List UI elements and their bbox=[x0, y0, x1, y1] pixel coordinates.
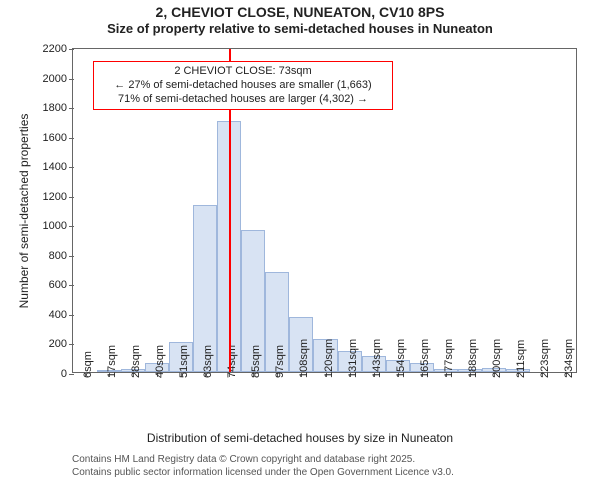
x-tick: 234sqm bbox=[563, 339, 575, 378]
y-tick: 1600 bbox=[43, 132, 73, 144]
y-tick: 2200 bbox=[43, 43, 73, 55]
y-tick: 400 bbox=[49, 309, 73, 321]
y-tick: 800 bbox=[49, 250, 73, 262]
x-tick: 40sqm bbox=[154, 345, 166, 378]
y-tick: 600 bbox=[49, 279, 73, 291]
x-tick: 131sqm bbox=[347, 339, 359, 378]
y-tick: 2000 bbox=[43, 73, 73, 85]
x-tick: 200sqm bbox=[491, 339, 503, 378]
x-tick: 120sqm bbox=[323, 339, 335, 378]
chart-footer: Contains HM Land Registry data © Crown c… bbox=[72, 453, 577, 479]
y-tick: 1000 bbox=[43, 220, 73, 232]
y-tick: 1400 bbox=[43, 161, 73, 173]
x-tick: 223sqm bbox=[539, 339, 551, 378]
callout-line: 71% of semi-detached houses are larger (… bbox=[100, 93, 386, 107]
x-tick: 6sqm bbox=[82, 351, 94, 378]
x-tick: 97sqm bbox=[274, 345, 286, 378]
y-tick: 1200 bbox=[43, 191, 73, 203]
x-tick: 188sqm bbox=[467, 339, 479, 378]
x-axis-label: Distribution of semi-detached houses by … bbox=[0, 431, 600, 445]
callout-box: 2 CHEVIOT CLOSE: 73sqm← 27% of semi-deta… bbox=[93, 61, 393, 110]
x-tick: 177sqm bbox=[443, 339, 455, 378]
plot-area: 0200400600800100012001400160018002000220… bbox=[72, 48, 577, 373]
callout-line: 2 CHEVIOT CLOSE: 73sqm bbox=[100, 65, 386, 79]
y-axis-label: Number of semi-detached properties bbox=[17, 113, 31, 308]
y-tick: 200 bbox=[49, 338, 73, 350]
x-tick: 165sqm bbox=[419, 339, 431, 378]
x-tick: 143sqm bbox=[371, 339, 383, 378]
x-tick: 51sqm bbox=[178, 345, 190, 378]
x-tick: 211sqm bbox=[515, 340, 527, 378]
x-tick: 28sqm bbox=[130, 345, 142, 378]
x-tick: 74sqm bbox=[226, 345, 238, 378]
x-tick: 108sqm bbox=[298, 339, 310, 378]
x-tick: 85sqm bbox=[250, 345, 262, 378]
y-tick: 1800 bbox=[43, 102, 73, 114]
footer-line-1: Contains HM Land Registry data © Crown c… bbox=[72, 453, 577, 466]
x-tick: 63sqm bbox=[202, 345, 214, 378]
callout-line: ← 27% of semi-detached houses are smalle… bbox=[100, 79, 386, 93]
chart-container: 0 200 400 600 800 1000 1200 1400 1600 1800 2000 220… bbox=[0, 0, 600, 500]
y-tick: 0 bbox=[61, 368, 73, 380]
x-tick: 17sqm bbox=[106, 345, 118, 378]
footer-line-2: Contains public sector information licen… bbox=[72, 466, 577, 479]
x-tick: 154sqm bbox=[395, 339, 407, 378]
